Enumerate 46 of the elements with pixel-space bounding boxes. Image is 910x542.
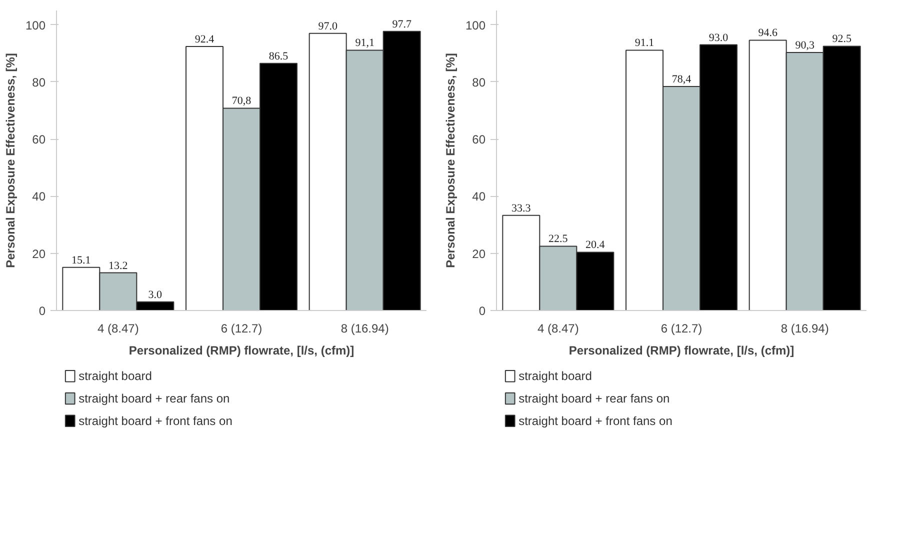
x-tick-label: 6 (12.7) (220, 322, 262, 336)
legend-label: straight board + rear fans on (78, 392, 230, 406)
data-label: 33.3 (512, 202, 532, 214)
data-label: 13.2 (108, 260, 128, 272)
x-axis-title: Personalized (RMP) flowrate, [l/s, (cfm)] (128, 344, 354, 358)
y-tick-label: 100 (465, 18, 486, 32)
data-label: 70,8 (232, 95, 252, 108)
data-label: 20.4 (586, 239, 606, 252)
data-label: 90,3 (795, 40, 815, 52)
legend-label: straight board (518, 369, 592, 384)
x-tick-label: 8 (16.94) (780, 322, 829, 336)
data-label: 93.0 (708, 32, 729, 44)
y-tick-label: 60 (472, 132, 486, 147)
y-axis-title: Personal Exposure Effectiveness, [%] (443, 53, 458, 268)
data-label: 91.1 (634, 37, 654, 50)
legend-label: straight board (78, 369, 152, 384)
data-label: 97.0 (318, 20, 338, 32)
y-axis-title: Personal Exposure Effectiveness, [%] (3, 53, 18, 268)
y-tick-label: 0 (38, 304, 46, 318)
x-axis-title: Personalized (RMP) flowrate, [l/s, (cfm)] (568, 344, 794, 358)
legend-label: straight board + front fans on (518, 414, 672, 428)
y-tick-label: 40 (32, 190, 46, 204)
data-label: 22.5 (548, 233, 568, 246)
x-tick-label: 4 (8.47) (97, 322, 139, 336)
data-label: 15.1 (72, 254, 91, 266)
y-tick-label: 0 (478, 304, 486, 318)
x-tick-label: 4 (8.47) (537, 322, 579, 336)
y-tick-label: 20 (472, 246, 486, 261)
x-tick-label: 8 (16.94) (340, 322, 389, 336)
legend-label: straight board + front fans on (78, 414, 232, 428)
y-tick-label: 40 (472, 190, 486, 204)
data-label: 94.6 (758, 27, 778, 40)
data-label: 97.7 (392, 18, 412, 30)
data-label: 92.5 (832, 33, 852, 46)
y-tick-label: 20 (32, 246, 46, 261)
legend-label: straight board + rear fans on (518, 392, 670, 406)
y-tick-label: 100 (25, 18, 46, 32)
y-tick-label: 80 (472, 75, 486, 90)
data-label: 92.4 (194, 34, 215, 46)
x-tick-label: 6 (12.7) (660, 322, 702, 336)
data-label: 91,1 (355, 37, 374, 50)
data-label: 86.5 (268, 50, 289, 62)
data-label: 78,4 (672, 74, 692, 86)
y-tick-label: 80 (32, 75, 46, 90)
y-tick-label: 60 (32, 132, 46, 147)
data-label: 3.0 (148, 288, 163, 301)
